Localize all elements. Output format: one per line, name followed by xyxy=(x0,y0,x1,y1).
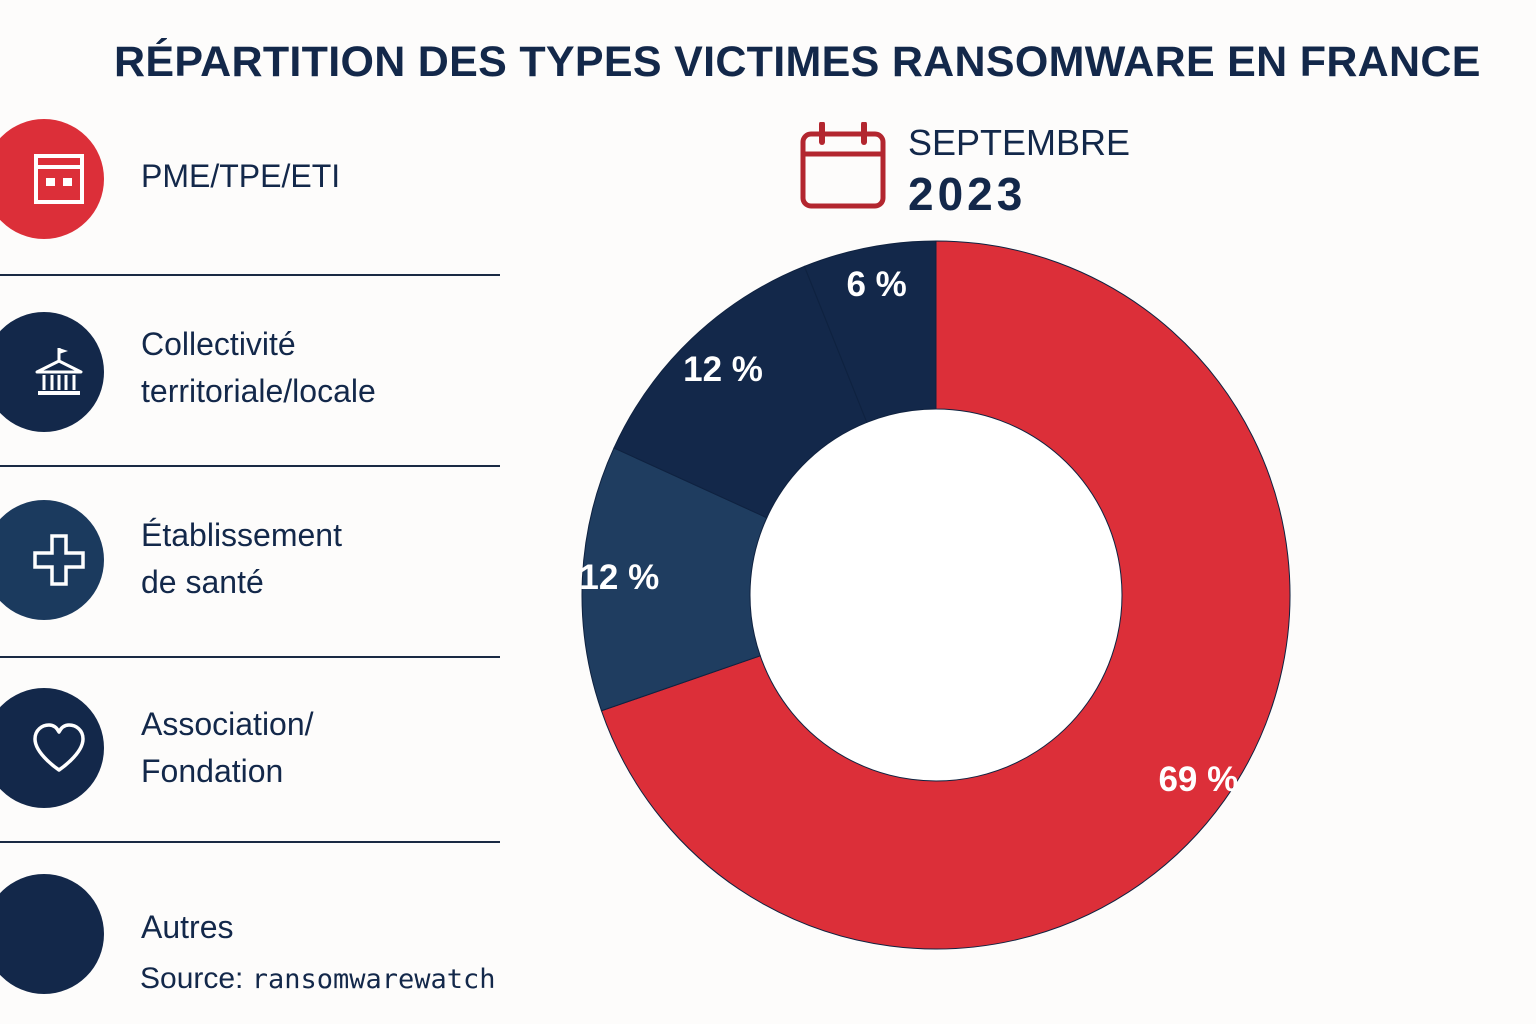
legend-swatch-autres xyxy=(0,874,104,994)
source-note: Source: ransomwarewatch xyxy=(140,962,496,996)
donut-hole xyxy=(751,410,1121,780)
calendar-block xyxy=(800,121,890,217)
legend-swatch-sante xyxy=(0,500,104,620)
legend-label-sante: Établissement de santé xyxy=(141,517,342,600)
legend-label-pme: PME/TPE/ETI xyxy=(141,158,341,194)
legend-divider xyxy=(0,465,500,467)
slice-data-label: 12 % xyxy=(683,350,763,389)
town-hall-icon xyxy=(35,348,83,395)
legend-label-association: Association/ Fondation xyxy=(141,706,314,789)
legend-divider xyxy=(0,656,500,658)
building-icon xyxy=(34,154,84,204)
donut-slice xyxy=(613,265,868,519)
chart-title: RÉPARTITION DES TYPES VICTIMES RANSOMWAR… xyxy=(114,38,1481,86)
period-month: SEPTEMBRE xyxy=(908,122,1131,163)
legend-swatch-collectivite xyxy=(0,312,104,432)
health-cross-icon xyxy=(33,534,85,586)
legend-swatch-pme xyxy=(0,119,104,239)
donut-slice xyxy=(600,240,1291,950)
legend-label-autres: Autres xyxy=(141,909,234,945)
source-value: ransomwarewatch xyxy=(251,964,496,995)
legend-divider xyxy=(0,274,500,276)
legend-item-autres: Autres xyxy=(0,874,500,994)
donut-slice xyxy=(803,240,937,423)
slice-data-label: 69 % xyxy=(1158,760,1238,799)
legend-swatch-association xyxy=(0,688,104,808)
legend-item-collectivite: Collectivité territoriale/locale xyxy=(0,312,500,432)
heart-icon xyxy=(33,723,85,772)
legend-item-association: Association/ Fondation xyxy=(0,688,500,808)
calendar-icon xyxy=(800,121,886,209)
period-year: 2023 xyxy=(908,168,1027,220)
slice-data-label: 12 % xyxy=(579,558,659,597)
donut-slice xyxy=(581,447,768,712)
legend-label-collectivite: Collectivité territoriale/locale xyxy=(141,326,376,409)
source-label: Source: xyxy=(140,962,244,995)
legend-item-sante: Établissement de santé xyxy=(0,500,500,620)
slice-data-label: 6 % xyxy=(846,265,906,304)
legend-divider xyxy=(0,841,500,843)
legend-item-pme: PME/TPE/ETI xyxy=(0,119,500,239)
